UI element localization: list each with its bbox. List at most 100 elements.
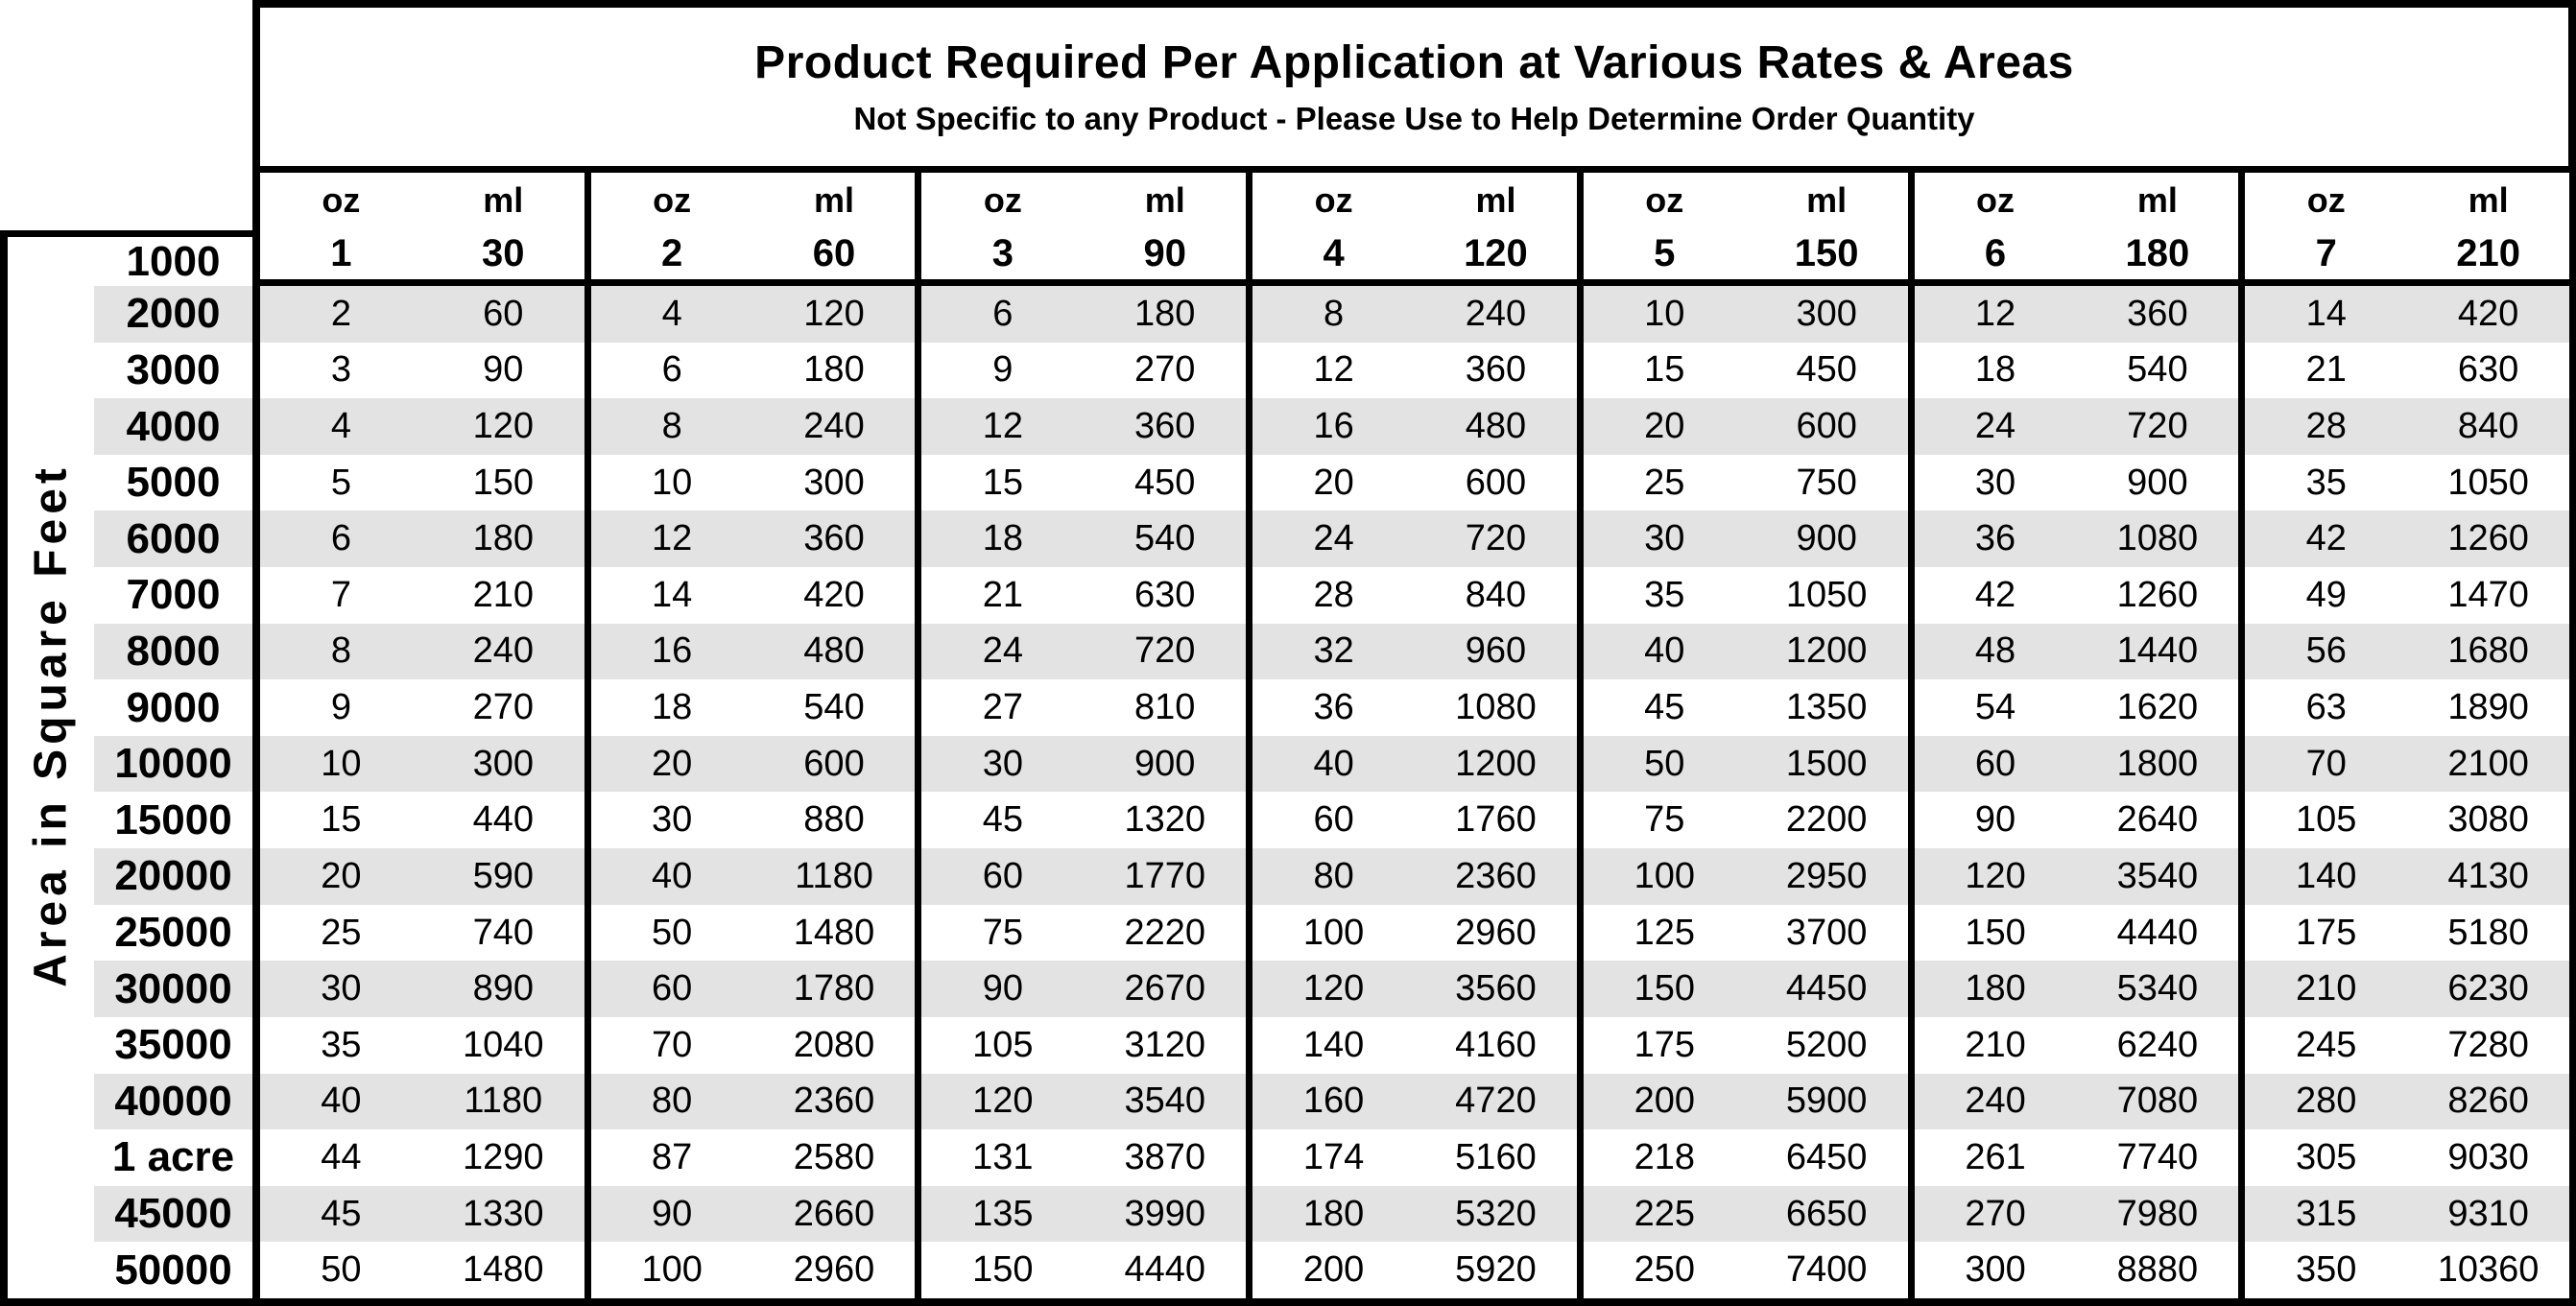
rate-group-cells: 45 1330 <box>252 1185 584 1243</box>
rate-group-cells: 36 1080 <box>1907 511 2239 568</box>
data-cell-oz: 140 <box>1302 1024 1365 1065</box>
data-cell-ml: 450 <box>1134 462 1196 503</box>
data-cell-ml: 540 <box>2127 349 2188 391</box>
data-cell-ml: 7080 <box>2116 1080 2199 1122</box>
rate-group-cells: 21 630 <box>2238 342 2576 399</box>
data-cell-ml: 9310 <box>2447 1193 2529 1234</box>
data-cell-oz: 30 <box>1644 518 1685 559</box>
unit-line: oz ml <box>260 173 584 228</box>
data-cell-ml: 2080 <box>793 1024 875 1065</box>
data-cell-oz: 20 <box>652 743 693 784</box>
unit-label-oz: oz <box>322 180 361 220</box>
rate-group-cells: 60 1800 <box>1907 735 2239 793</box>
rate-group-cells: 35 1040 <box>252 1016 584 1074</box>
data-cell-oz: 10 <box>652 462 693 503</box>
data-cell-oz: 7 <box>330 574 351 615</box>
data-cell-ml: 3540 <box>2116 855 2199 896</box>
data-cell-ml: 5320 <box>1455 1193 1537 1234</box>
data-cell-oz: 200 <box>1634 1080 1695 1122</box>
rate-group-cells: 160 4720 <box>1246 1073 1577 1130</box>
table-row: 4 120 8 240 12 360 16 480 20 600 24 720 28 840 <box>252 398 2576 455</box>
data-cell-oz: 120 <box>972 1080 1034 1122</box>
data-cell-oz: 27 <box>982 687 1023 728</box>
data-cell-oz: 30 <box>982 743 1023 784</box>
rate-group-cells: 24 720 <box>1907 398 2239 455</box>
unit-label-ml: ml <box>2136 180 2178 220</box>
data-cell-ml: 1350 <box>1785 687 1868 728</box>
rate-group-cells: 125 3700 <box>1576 904 1908 962</box>
data-cell-oz: 261 <box>1965 1136 2026 1177</box>
rate-group-cells: 60 1780 <box>584 961 916 1017</box>
data-cell-oz: 4 <box>330 406 351 447</box>
data-cell-oz: 15 <box>982 462 1023 503</box>
rate-group-cells: 10 300 <box>1576 286 1908 343</box>
rate-group-cells: 20 590 <box>252 848 584 905</box>
data-cell-oz: 25 <box>321 912 362 953</box>
data-cell-oz: 90 <box>982 968 1023 1009</box>
rate-group-cells: 9 270 <box>252 679 584 736</box>
title-box: Product Required Per Application at Vari… <box>252 0 2576 173</box>
data-cell-ml: 1180 <box>795 855 873 896</box>
table-row: 3 90 6 180 9 270 12 360 15 450 18 540 21 630 <box>252 342 2576 399</box>
data-cell-ml: 5920 <box>1455 1249 1537 1291</box>
data-cell-oz: 245 <box>2296 1024 2357 1065</box>
rate-group-cells: 30 900 <box>1576 511 1908 568</box>
data-cell-ml: 1480 <box>793 912 875 953</box>
rate-group-header-2: oz ml 2 60 <box>584 173 916 279</box>
unit-label-ml: ml <box>1144 180 1185 220</box>
data-cell-ml: 5340 <box>2116 968 2199 1009</box>
data-cell-ml: 120 <box>472 406 534 447</box>
rate-group-cells: 48 1440 <box>1907 623 2239 680</box>
data-cell-oz: 12 <box>652 518 693 559</box>
data-cell-oz: 18 <box>982 518 1023 559</box>
data-cell-ml: 5160 <box>1455 1136 1537 1177</box>
data-cell-oz: 300 <box>1965 1249 2026 1291</box>
row-header-list: 2000 3000 4000 5000 6000 7000 8000 9000 10000 150… <box>94 286 252 1298</box>
data-cell-ml: 1050 <box>2447 462 2529 503</box>
data-cell-oz: 54 <box>1974 687 2016 728</box>
rate-group-cells: 175 5180 <box>2238 904 2576 962</box>
rate-group-cells: 50 1480 <box>584 904 916 962</box>
data-cell-ml: 4450 <box>1785 968 1868 1009</box>
data-cell-ml: 1620 <box>2116 687 2199 728</box>
row-header-cell: 45000 <box>94 1185 252 1243</box>
data-cell-ml: 210 <box>472 574 534 615</box>
data-cell-ml: 240 <box>472 630 534 672</box>
rate-group-cells: 120 3540 <box>1907 848 2239 905</box>
data-cell-oz: 2 <box>330 293 351 334</box>
data-cell-oz: 180 <box>1965 968 2026 1009</box>
rate-ml-value: 180 <box>2125 232 2190 274</box>
unit-line: oz ml <box>1584 173 1908 228</box>
rate-line: 7 210 <box>2245 228 2569 279</box>
table-row: 40 1180 80 2360 120 3540 160 4720 200 5900 240 7080… <box>252 1073 2576 1130</box>
table-row: 35 1040 70 2080 105 3120 140 4160 175 5200 210 6240… <box>252 1016 2576 1074</box>
rate-group-cells: 60 1770 <box>915 848 1246 905</box>
rate-group-cells: 20 600 <box>584 735 916 793</box>
data-cell-ml: 1200 <box>1455 743 1537 784</box>
data-cell-oz: 40 <box>652 855 693 896</box>
data-cell-oz: 20 <box>321 855 362 896</box>
data-cell-ml: 1500 <box>1785 743 1868 784</box>
data-cell-ml: 270 <box>472 687 534 728</box>
data-cell-ml: 3700 <box>1785 912 1868 953</box>
data-cell-oz: 8 <box>661 406 682 447</box>
data-cell-ml: 300 <box>803 462 865 503</box>
data-cell-oz: 45 <box>1644 687 1685 728</box>
data-cell-oz: 225 <box>1634 1193 1695 1234</box>
data-cell-ml: 1330 <box>463 1193 544 1234</box>
row-header-cell: 3000 <box>126 345 221 393</box>
rate-group-cells: 63 1890 <box>2238 679 2576 736</box>
rate-line: 3 90 <box>921 228 1246 279</box>
rate-group-cells: 105 3080 <box>2238 792 2576 849</box>
data-cell-oz: 6 <box>661 349 682 391</box>
data-cell-oz: 175 <box>1634 1024 1695 1065</box>
rate-group-cells: 42 1260 <box>2238 511 2576 568</box>
rate-group-cells: 120 3560 <box>1246 961 1577 1017</box>
rate-group-cells: 218 6450 <box>1576 1129 1908 1186</box>
rate-group-cells: 18 540 <box>915 511 1246 568</box>
data-cell-oz: 350 <box>2296 1249 2357 1291</box>
rate-group-cells: 150 4440 <box>1907 904 2239 962</box>
row-header-cell: 9000 <box>126 683 221 731</box>
data-cell-oz: 87 <box>652 1136 693 1177</box>
data-cell-oz: 15 <box>321 799 362 841</box>
